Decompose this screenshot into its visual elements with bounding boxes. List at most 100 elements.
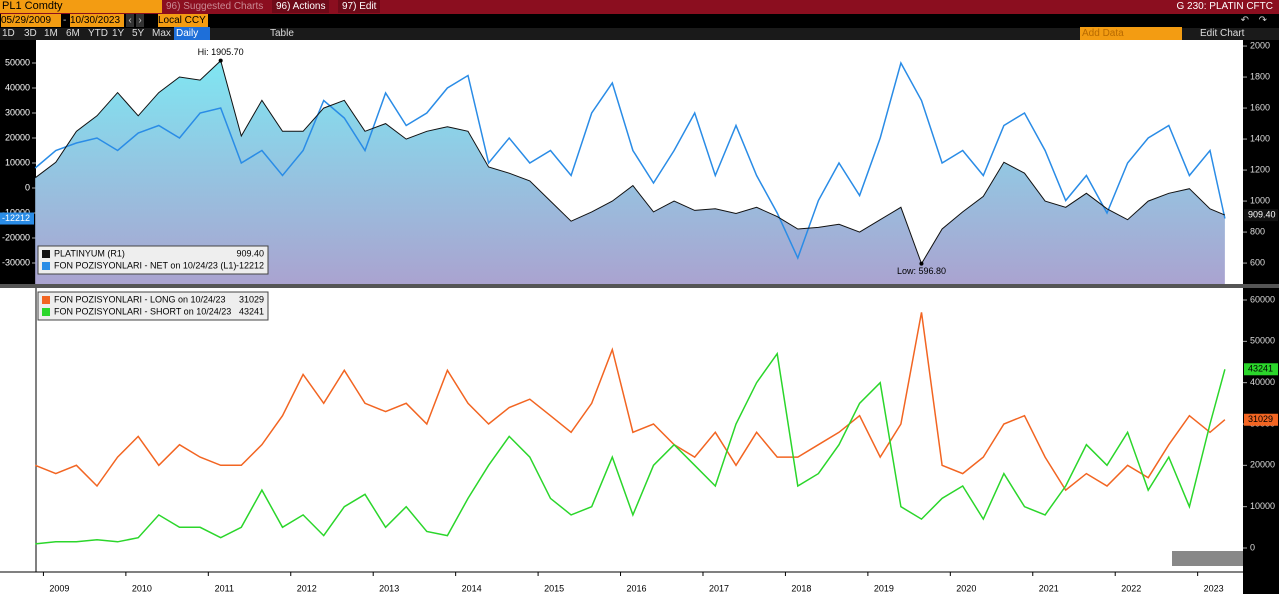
y2-tick-label: 50000	[1250, 336, 1275, 346]
line	[35, 351, 1226, 545]
title-bar: PL1 Comdty 96) Suggested Charts 96) Acti…	[0, 0, 1279, 14]
currency-field[interactable]: Local CCY	[158, 14, 208, 27]
end-date[interactable]: 10/30/2023	[70, 14, 124, 27]
legend-value: -12212	[236, 260, 264, 270]
last-value-tag	[1244, 413, 1278, 426]
y-tick-label: 0	[25, 182, 30, 192]
y-tick-label: 30000	[5, 107, 30, 117]
legend-label: PLATINYUM (R1)	[54, 248, 125, 258]
y-tick-label: 20000	[5, 132, 30, 142]
x-tick-label: 2022	[1121, 583, 1141, 593]
legend-swatch	[42, 308, 50, 316]
security-field[interactable]: PL1 Comdty	[0, 0, 162, 13]
y-tick-label: 50000	[5, 57, 30, 67]
zoom-tools[interactable]	[1172, 551, 1243, 566]
annotation-marker	[919, 261, 924, 266]
annotation: Low: 596.80	[897, 266, 946, 276]
x-tick-label: 2021	[1039, 583, 1059, 593]
legend-value: 909.40	[236, 248, 264, 258]
add-data-field[interactable]: Add Data	[1080, 27, 1182, 40]
annotation-marker	[218, 58, 223, 63]
y-tick-label: -30000	[2, 257, 30, 267]
period-button[interactable]: 1Y	[112, 28, 125, 39]
legend-box	[37, 245, 269, 275]
last-value-label: 909.40	[1248, 209, 1276, 219]
prev-button[interactable]: ‹	[126, 14, 134, 27]
undo-button[interactable]: ↶	[1240, 15, 1249, 26]
redo-button[interactable]: ↷	[1258, 15, 1267, 26]
suggested-charts[interactable]: 96) Suggested Charts	[166, 1, 264, 12]
y2-tick-label: 1000	[1250, 195, 1270, 205]
frequency-button[interactable]: Daily	[174, 27, 210, 40]
next-button[interactable]: ›	[136, 14, 144, 27]
y2-tick-label: 2000	[1250, 40, 1270, 50]
line	[34, 59, 1226, 265]
chart-panel: 50000400003000020000100000-10000-20000-3…	[0, 40, 1279, 594]
last-value-label: -12212	[2, 213, 30, 223]
y2-tick-label: 1400	[1250, 133, 1270, 143]
edit-chart-button[interactable]: Edit Chart	[1200, 28, 1245, 39]
x-tick-label: 2010	[132, 583, 152, 593]
table-button[interactable]: Table	[270, 28, 294, 39]
legend-swatch	[42, 296, 50, 304]
date-separator: -	[63, 15, 67, 26]
panel-divider	[0, 284, 1279, 288]
x-tick-label: 2018	[791, 583, 811, 593]
y2-tick-label: 1800	[1250, 71, 1270, 81]
x-tick-label: 2017	[709, 583, 729, 593]
legend-label: FON POZISYONLARI - LONG on 10/24/23	[54, 294, 226, 304]
x-tick-label: 2020	[956, 583, 976, 593]
annotation: Hi: 1905.70	[198, 47, 244, 57]
y2-tick-label: 10000	[1250, 501, 1275, 511]
x-tick-label: 2015	[544, 583, 564, 593]
y2-tick-label: 1200	[1250, 164, 1270, 174]
legend-value: 43241	[239, 306, 264, 316]
last-value-tag	[1244, 209, 1278, 222]
date-bar: 05/29/2009 - 10/30/2023 ‹ › Local CCY ↶ …	[0, 14, 1279, 28]
period-button[interactable]: 6M	[66, 28, 80, 39]
x-tick-label: 2013	[379, 583, 399, 593]
last-value-tag	[1244, 363, 1278, 376]
y2-tick-label: 600	[1250, 257, 1265, 267]
lower-plot-background	[0, 288, 1243, 594]
y-tick-label: -10000	[2, 207, 30, 217]
y2-tick-label: 40000	[1250, 377, 1275, 387]
start-date[interactable]: 05/29/2009	[1, 14, 61, 27]
legend-box	[37, 291, 269, 321]
x-tick-label: 2014	[462, 583, 482, 593]
period-button[interactable]: 5Y	[132, 28, 145, 39]
legend-swatch	[42, 250, 50, 258]
period-button[interactable]: 1D	[2, 28, 15, 39]
line	[34, 312, 1226, 492]
legend-label: FON POZISYONLARI - SHORT on 10/24/23	[54, 306, 231, 316]
y2-tick-label: 20000	[1250, 460, 1275, 470]
period-button[interactable]: 3D	[24, 28, 37, 39]
x-tick-label: 2009	[49, 583, 69, 593]
screen-title: G 230: PLATIN CFTC	[1176, 1, 1273, 12]
area	[35, 60, 1225, 285]
y2-tick-label: 0	[1250, 542, 1255, 552]
last-value-label: 43241	[1248, 364, 1273, 374]
legend-value: 31029	[239, 294, 264, 304]
period-button[interactable]: 1M	[44, 28, 58, 39]
period-button[interactable]: YTD	[88, 28, 108, 39]
y-tick-label: -20000	[2, 232, 30, 242]
edit-menu[interactable]: 97) Edit	[338, 0, 381, 13]
legend-swatch	[42, 262, 50, 270]
x-tick-label: 2023	[1204, 583, 1224, 593]
last-value-tag	[0, 212, 34, 225]
period-button[interactable]: Max	[152, 28, 171, 39]
x-tick-label: 2011	[215, 583, 234, 593]
y-tick-label: 40000	[5, 82, 30, 92]
x-tick-label: 2016	[627, 583, 647, 593]
line	[34, 61, 1226, 260]
actions-menu[interactable]: 96) Actions	[272, 0, 330, 13]
last-value-label: 31029	[1248, 414, 1273, 424]
y-tick-label: 10000	[5, 157, 30, 167]
period-bar: Daily Table Add Data Edit Chart 1D 3D 1M 6M…	[0, 27, 1279, 40]
y2-tick-label: 60000	[1250, 294, 1275, 304]
x-tick-label: 2012	[297, 583, 317, 593]
y2-tick-label: 1600	[1250, 102, 1270, 112]
y2-tick-label: 800	[1250, 226, 1265, 236]
